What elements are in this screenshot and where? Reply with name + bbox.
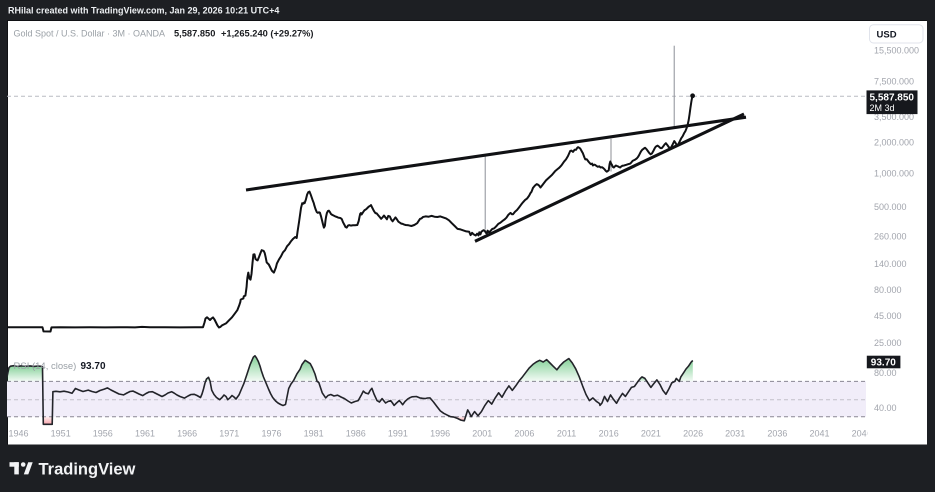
svg-text:2M 3d: 2M 3d (870, 103, 895, 113)
svg-text:260.000: 260.000 (874, 232, 907, 242)
svg-text:2026: 2026 (683, 428, 703, 438)
svg-text:7,500.000: 7,500.000 (874, 77, 914, 87)
svg-text:1996: 1996 (430, 428, 450, 438)
svg-text:1951: 1951 (51, 428, 71, 438)
svg-text:93.70: 93.70 (871, 358, 896, 369)
svg-text:45.000: 45.000 (874, 311, 902, 321)
svg-text:2,000.000: 2,000.000 (874, 137, 914, 147)
svg-text:15,500.000: 15,500.000 (874, 45, 919, 55)
svg-text:TradingView: TradingView (39, 461, 136, 479)
svg-text:Gold Spot / U.S. Dollar · 3M ·: Gold Spot / U.S. Dollar · 3M · OANDA (14, 29, 166, 39)
svg-text:1991: 1991 (388, 428, 408, 438)
svg-text:RHilal created with TradingVie: RHilal created with TradingView.com, Jan… (8, 6, 279, 16)
svg-text:+1,265.240 (+29.27%): +1,265.240 (+29.27%) (221, 29, 314, 39)
svg-text:2046: 2046 (852, 428, 872, 438)
svg-text:1971: 1971 (219, 428, 239, 438)
svg-text:2041: 2041 (809, 428, 829, 438)
svg-text:25.000: 25.000 (874, 338, 902, 348)
svg-text:RSI (14, close): RSI (14, close) (14, 361, 77, 372)
svg-text:1,000.000: 1,000.000 (874, 169, 914, 179)
svg-text:140.000: 140.000 (874, 259, 907, 269)
svg-text:5,587.850: 5,587.850 (174, 29, 215, 39)
svg-text:2006: 2006 (514, 428, 534, 438)
svg-text:93.70: 93.70 (81, 361, 106, 372)
svg-text:1961: 1961 (135, 428, 155, 438)
svg-text:40.00: 40.00 (874, 403, 897, 413)
svg-text:1956: 1956 (93, 428, 113, 438)
svg-text:3,500.000: 3,500.000 (874, 112, 914, 122)
svg-text:1986: 1986 (346, 428, 366, 438)
svg-text:5,587.850: 5,587.850 (870, 93, 915, 104)
svg-text:500.000: 500.000 (874, 202, 907, 212)
svg-text:1981: 1981 (304, 428, 324, 438)
svg-text:2011: 2011 (557, 428, 576, 438)
svg-text:1976: 1976 (261, 428, 281, 438)
svg-text:1946: 1946 (8, 428, 28, 438)
svg-text:1966: 1966 (177, 428, 197, 438)
svg-text:USD: USD (877, 29, 897, 40)
svg-text:2016: 2016 (599, 428, 619, 438)
svg-text:2036: 2036 (767, 428, 787, 438)
svg-text:80.000: 80.000 (874, 285, 902, 295)
svg-text:2001: 2001 (472, 428, 492, 438)
svg-text:2021: 2021 (641, 428, 661, 438)
svg-text:80.00: 80.00 (874, 368, 897, 378)
svg-text:2031: 2031 (725, 428, 745, 438)
